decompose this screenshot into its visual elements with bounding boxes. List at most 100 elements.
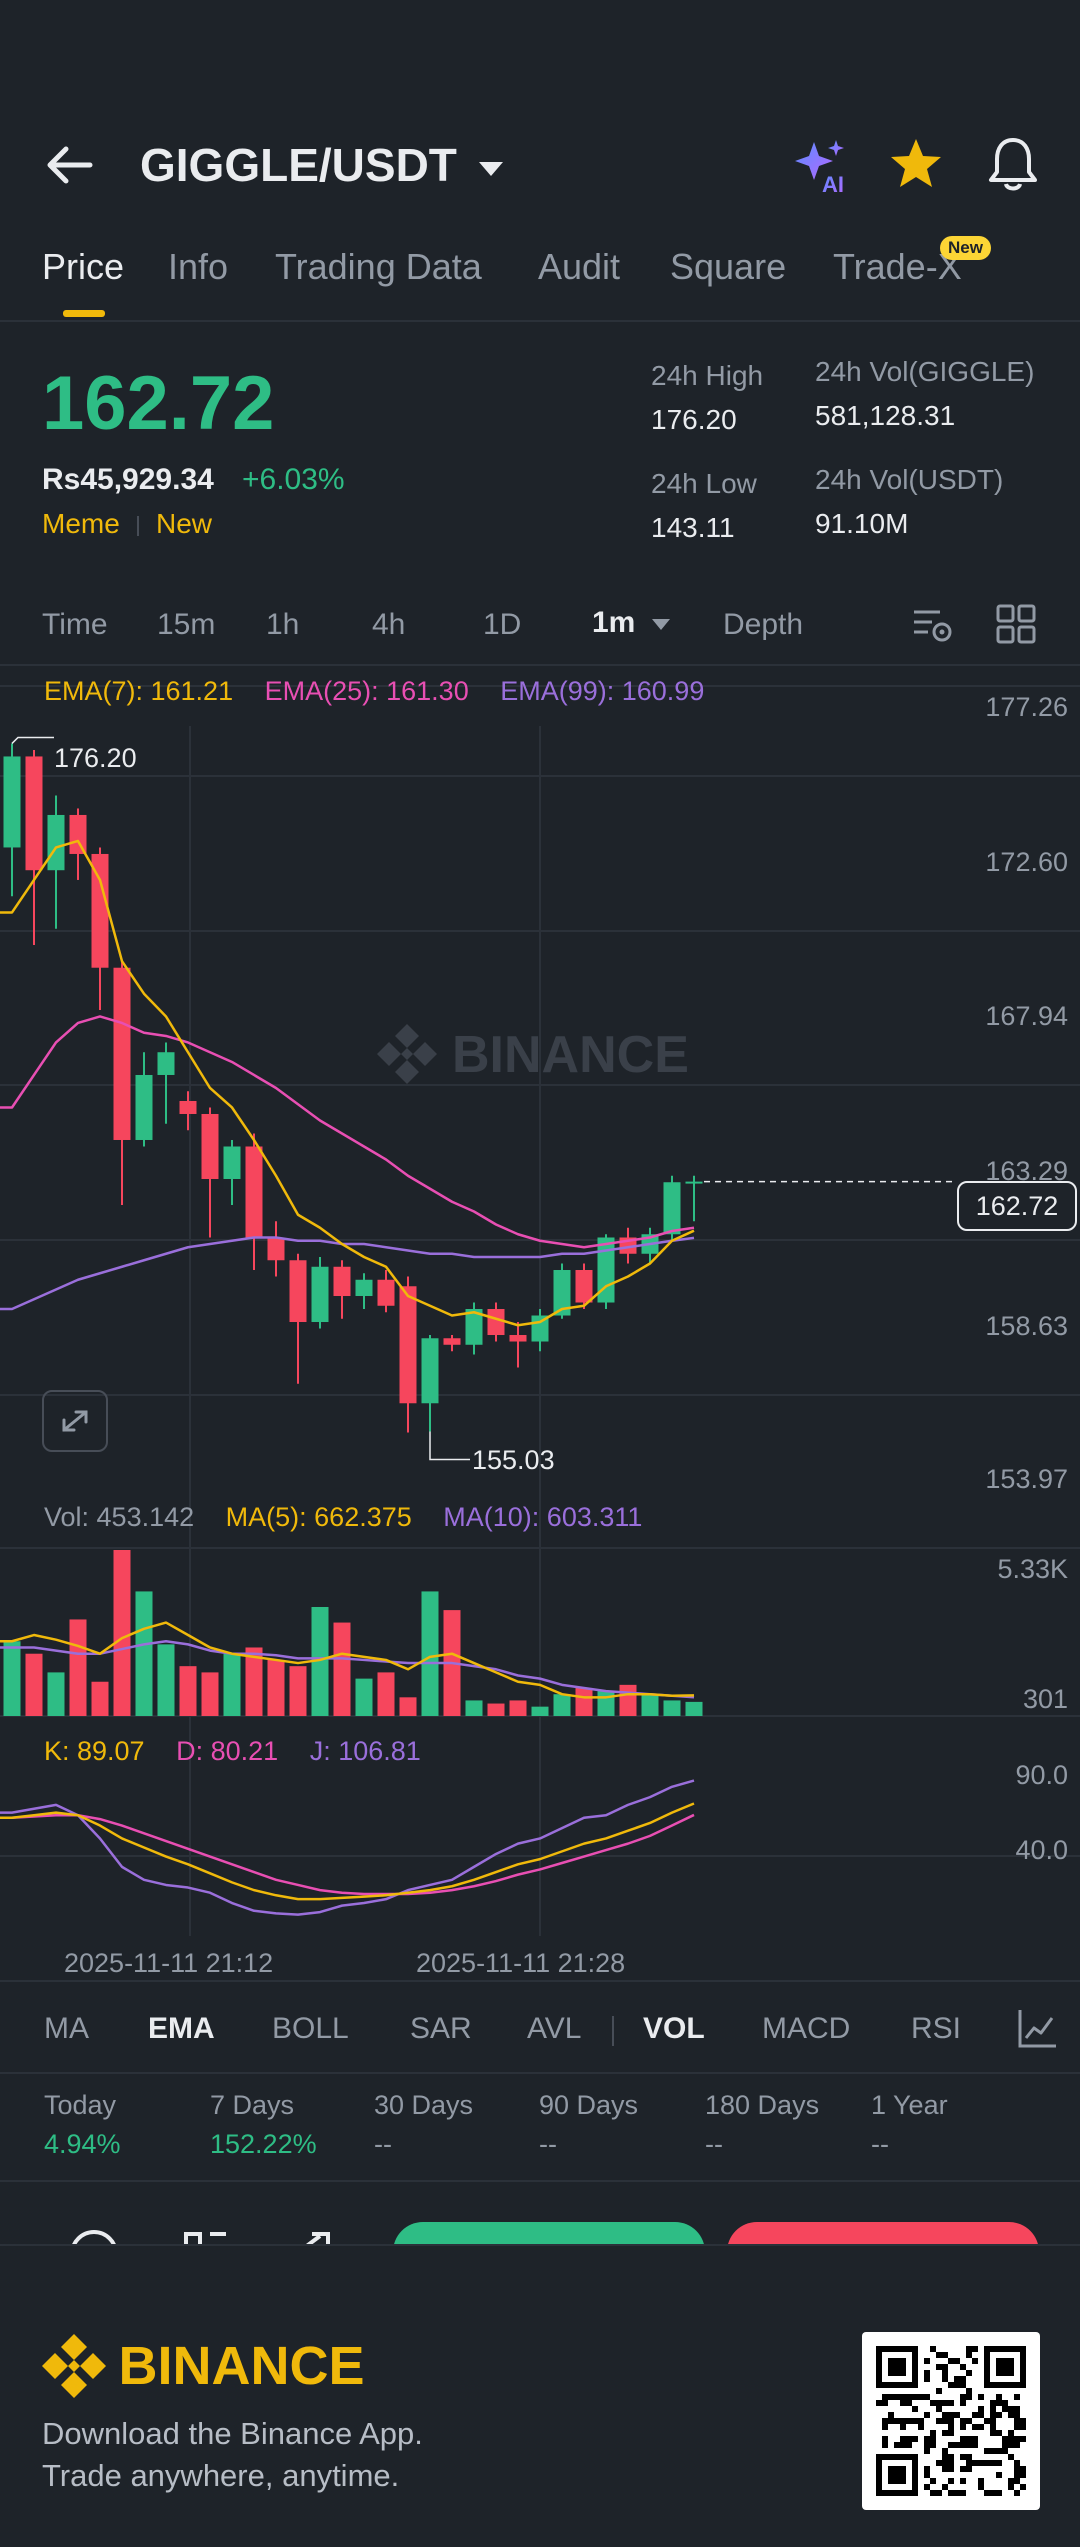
perf-180d: 180 Days -- xyxy=(705,2090,819,2160)
vol-quote-label: 24h Vol(USDT) xyxy=(815,464,1004,495)
candle-body xyxy=(201,1113,219,1179)
volume-bar xyxy=(575,1687,593,1716)
tag-divider xyxy=(137,516,139,536)
indicator-vol[interactable]: VOL xyxy=(643,2012,705,2045)
ai-label: AI xyxy=(822,172,844,196)
star-icon xyxy=(891,139,941,187)
perf-1y: 1 Year -- xyxy=(871,2090,948,2160)
sell-button[interactable] xyxy=(727,2222,1039,2244)
kdj-d-line xyxy=(0,1813,695,1896)
indicator-rsi[interactable]: RSI xyxy=(911,2012,962,2045)
tf-1d[interactable]: 1D xyxy=(483,608,522,641)
buy-button[interactable] xyxy=(393,2222,705,2244)
chart-settings-icon xyxy=(914,610,952,642)
kline-chart[interactable]: BINANCE xyxy=(0,666,1080,1976)
trade-icon[interactable] xyxy=(182,2228,230,2244)
more-button[interactable] xyxy=(70,2230,118,2244)
vol-ma10: MA(10): 603.311 xyxy=(443,1502,643,1532)
indicator-sar[interactable]: SAR xyxy=(410,2012,472,2045)
volume-bar xyxy=(597,1691,615,1716)
volume-bar xyxy=(531,1706,549,1716)
bottom-action-bar xyxy=(0,2182,1080,2244)
indicator-boll[interactable]: BOLL xyxy=(272,2012,349,2045)
back-button[interactable] xyxy=(40,140,100,190)
indicator-ema[interactable]: EMA xyxy=(148,2012,215,2045)
volume-bar xyxy=(289,1666,307,1716)
perf-30d: 30 Days -- xyxy=(374,2090,473,2160)
binance-watermark: BINANCE xyxy=(377,1024,689,1084)
indicator-macd[interactable]: MACD xyxy=(762,2012,851,2045)
tf-depth[interactable]: Depth xyxy=(723,608,804,641)
tf-1m[interactable]: 1m xyxy=(592,606,672,640)
binance-logo: BINANCE xyxy=(40,2332,364,2400)
tab-square[interactable]: Square xyxy=(670,246,786,288)
perf-90d: 90 Days -- xyxy=(539,2090,638,2160)
tag-meme[interactable]: Meme xyxy=(42,508,120,539)
kdj-d: D: 80.21 xyxy=(176,1736,279,1766)
volume-bar xyxy=(135,1591,153,1716)
indicator-avl[interactable]: AVL xyxy=(527,2012,582,2045)
tab-price[interactable]: Price xyxy=(42,246,124,288)
vol-legend: Vol: 453.142 MA(5): 662.375 MA(10): 603.… xyxy=(44,1502,642,1533)
layout-grid-button[interactable] xyxy=(994,602,1038,646)
fiat-price: Rs45,929.34 xyxy=(42,463,214,496)
candle-body xyxy=(553,1270,571,1316)
candle-body xyxy=(179,1100,197,1114)
volume-bar xyxy=(25,1653,43,1716)
volume-bar xyxy=(245,1647,263,1716)
kdj-axis-90: 90.0 xyxy=(1015,1760,1068,1790)
fullscreen-button[interactable] xyxy=(42,1390,108,1452)
tab-trading-data[interactable]: Trading Data xyxy=(275,246,482,288)
watermark-text: BINANCE xyxy=(452,1026,689,1084)
alert-button[interactable] xyxy=(985,134,1041,194)
chart-settings-button[interactable] xyxy=(910,602,954,646)
price-axis-5: 153.97 xyxy=(985,1464,1068,1494)
binance-brand-text: BINANCE xyxy=(118,2336,365,2396)
tf-time[interactable]: Time xyxy=(42,608,108,641)
time-axis-0: 2025-11-11 21:12 xyxy=(64,1948,274,1978)
tf-4h[interactable]: 4h xyxy=(372,608,406,641)
tag-new[interactable]: New xyxy=(156,508,213,539)
download-qr-code[interactable] xyxy=(862,2332,1040,2510)
tab-label: Audit xyxy=(538,246,621,287)
indicator-ma[interactable]: MA xyxy=(44,2012,89,2045)
perf-value: 4.94% xyxy=(44,2129,121,2159)
candle-body xyxy=(311,1266,329,1323)
promo-line-2: Trade anywhere, anytime. xyxy=(42,2458,400,2493)
indicator-settings-button[interactable] xyxy=(1016,2006,1060,2050)
price-axis-2: 167.94 xyxy=(985,1001,1068,1031)
vol-value: Vol: 453.142 xyxy=(44,1502,195,1532)
kdj-k-line xyxy=(0,1802,695,1901)
volume-bar xyxy=(333,1622,351,1716)
favorite-button[interactable] xyxy=(888,136,944,192)
kdj-j: J: 106.81 xyxy=(309,1736,421,1766)
tf-1h[interactable]: 1h xyxy=(266,608,300,641)
line-chart-icon xyxy=(1018,2010,1056,2048)
price-axis-1: 172.60 xyxy=(985,847,1068,877)
pair-title[interactable]: GIGGLE/USDT xyxy=(140,138,506,192)
tab-info[interactable]: Info xyxy=(168,246,228,288)
kdj-axis-40: 40.0 xyxy=(1015,1835,1068,1865)
tab-label: Info xyxy=(168,246,229,287)
tab-label: Trading Data xyxy=(275,246,482,287)
volume-bar xyxy=(641,1694,659,1716)
volume-bar xyxy=(465,1700,483,1716)
candle-body xyxy=(465,1309,483,1345)
volume-bar xyxy=(201,1672,219,1716)
ema25-legend: EMA(25): 161.30 xyxy=(264,676,469,706)
candle-body xyxy=(91,853,109,968)
ai-button[interactable]: AI xyxy=(792,136,852,197)
perf-label: 1 Year xyxy=(871,2090,948,2120)
tf-15m[interactable]: 15m xyxy=(157,608,216,641)
candle-body xyxy=(3,756,21,848)
volume-bar xyxy=(487,1703,505,1716)
indicator-divider xyxy=(612,2016,614,2046)
price-axis-0: 177.26 xyxy=(985,692,1068,722)
candle-body xyxy=(377,1279,395,1306)
candle-body xyxy=(487,1309,505,1336)
tab-audit[interactable]: Audit xyxy=(538,246,620,288)
tab-active-indicator xyxy=(63,310,105,317)
convert-icon[interactable] xyxy=(290,2228,338,2244)
grid-icon xyxy=(996,604,1036,644)
candle-body xyxy=(421,1338,439,1404)
